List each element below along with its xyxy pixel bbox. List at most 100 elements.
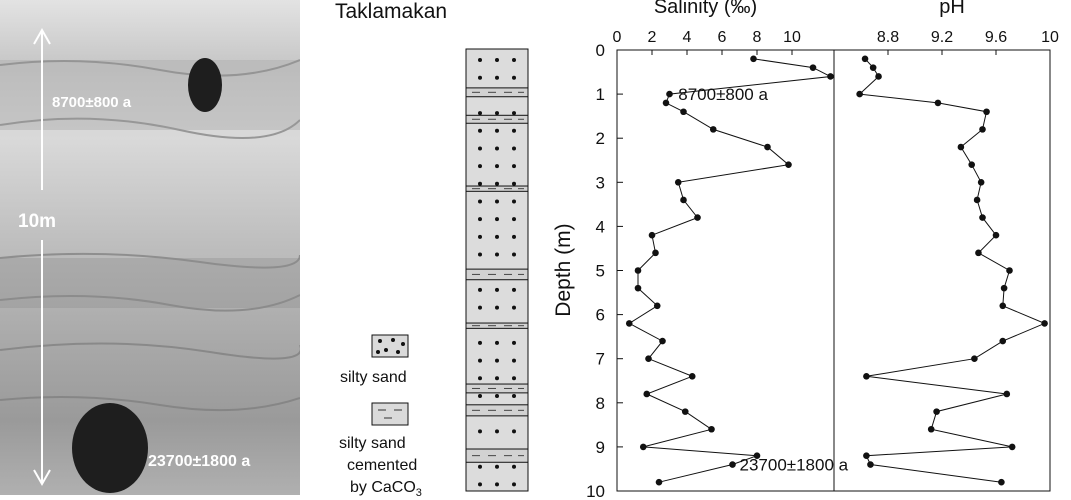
ph-point xyxy=(1041,320,1048,327)
salinity-point xyxy=(694,214,701,221)
legend-cemented-swatch xyxy=(371,402,409,426)
ph-point xyxy=(856,90,863,98)
ph-point xyxy=(867,461,874,468)
legend-dot xyxy=(376,350,380,354)
salinity-point xyxy=(809,64,817,71)
stratigraphic-column xyxy=(465,48,529,492)
charts: Salinity (‰) 0 2 4 6 8 10 0 1 2 3 4 5 6 7 8 9 10 Depth (m)… xyxy=(552,0,1059,500)
sand-dot xyxy=(512,128,516,133)
sand-dot xyxy=(512,199,516,204)
sand-dot xyxy=(512,234,516,239)
ph-point xyxy=(979,126,986,133)
sand-dot xyxy=(478,181,482,186)
sand-dot xyxy=(478,464,482,469)
ph-point xyxy=(1000,284,1008,292)
sand-dot xyxy=(478,234,482,239)
sand-dot xyxy=(495,287,499,292)
salinity-point xyxy=(666,90,673,98)
sand-dot xyxy=(512,164,516,169)
scale-label: 10m xyxy=(18,211,56,232)
salinity-point xyxy=(643,390,651,398)
salinity-point xyxy=(634,267,642,274)
cemented-layer xyxy=(465,268,529,281)
sand-dot xyxy=(478,358,482,363)
salinity-point xyxy=(648,231,656,239)
sand-dot xyxy=(478,429,482,434)
sand-dot xyxy=(478,146,482,151)
sand-dot xyxy=(512,111,516,116)
sand-dot xyxy=(495,128,499,133)
ph-point xyxy=(957,143,965,151)
x-tick-label: 8 xyxy=(753,29,762,46)
salinity-point xyxy=(625,320,633,327)
x-tick-label: 9.6 xyxy=(985,29,1007,46)
sand-dot xyxy=(495,234,499,239)
ph-point xyxy=(999,337,1007,345)
y-tick-label: 2 xyxy=(596,129,605,148)
salinity-point xyxy=(708,425,715,433)
ph-point xyxy=(875,73,882,80)
ph-point xyxy=(968,161,975,168)
y-tick-label: 5 xyxy=(596,262,605,281)
sand-dot xyxy=(478,75,482,80)
sand-dot xyxy=(512,305,516,310)
y-tick-label: 9 xyxy=(596,438,605,457)
sand-dot xyxy=(478,111,482,116)
y-axis-label: Depth (m) xyxy=(552,223,575,316)
salinity-point xyxy=(662,99,670,107)
legend-dot xyxy=(396,350,400,354)
sand-dot xyxy=(478,58,482,63)
sand-dot xyxy=(512,252,516,257)
sand-dot xyxy=(512,340,516,345)
scale-arrow xyxy=(33,27,51,487)
y-tick-label: 7 xyxy=(596,350,605,369)
legend-dot xyxy=(391,338,395,342)
salinity-point xyxy=(681,408,689,415)
sand-dot xyxy=(512,376,516,381)
salinity-point xyxy=(645,355,652,363)
sand-dot xyxy=(512,482,516,487)
cemented-layer xyxy=(465,114,529,124)
sand-dot xyxy=(495,376,499,381)
legend-dot xyxy=(384,348,388,352)
ph-point xyxy=(1008,443,1016,451)
sand-dot xyxy=(495,358,499,363)
sand-dot xyxy=(512,217,516,222)
sand-dot xyxy=(478,128,482,133)
sand-dot xyxy=(495,429,499,434)
cemented-layer xyxy=(465,87,529,98)
ph-point xyxy=(979,214,986,221)
cave-bottom xyxy=(72,403,148,493)
salinity-point xyxy=(652,249,659,257)
ph-point xyxy=(1003,390,1011,398)
salinity-point xyxy=(659,337,666,345)
ph-point xyxy=(977,179,985,186)
ph-point xyxy=(861,55,869,63)
y-tick-label: 4 xyxy=(596,217,605,236)
sand-dot xyxy=(495,464,499,469)
sand-dot xyxy=(495,340,499,345)
photo-strata xyxy=(0,59,300,412)
sand-dot xyxy=(478,393,482,398)
x-tick-label: 10 xyxy=(1041,29,1059,46)
sand-dot xyxy=(478,482,482,487)
ph-point xyxy=(934,99,942,107)
cemented-layer xyxy=(465,185,529,192)
sand-dot xyxy=(495,252,499,257)
ph-point xyxy=(999,302,1007,310)
salinity-point xyxy=(634,284,642,292)
site-title: Taklamakan xyxy=(335,0,447,23)
sand-dot xyxy=(495,199,499,204)
ph-point xyxy=(998,478,1005,486)
ph-line xyxy=(858,58,1046,483)
salinity-point xyxy=(827,73,834,80)
legend-silty-sand-label: silty sand xyxy=(340,369,407,386)
salinity-plot-frame xyxy=(616,49,835,492)
annotation-age-top: 8700±800 a xyxy=(678,85,768,104)
sand-dot xyxy=(512,146,516,151)
y-tick-label: 10 xyxy=(586,482,605,500)
sand-dot xyxy=(495,75,499,80)
salinity-point xyxy=(639,443,647,451)
sand-dot xyxy=(495,181,499,186)
